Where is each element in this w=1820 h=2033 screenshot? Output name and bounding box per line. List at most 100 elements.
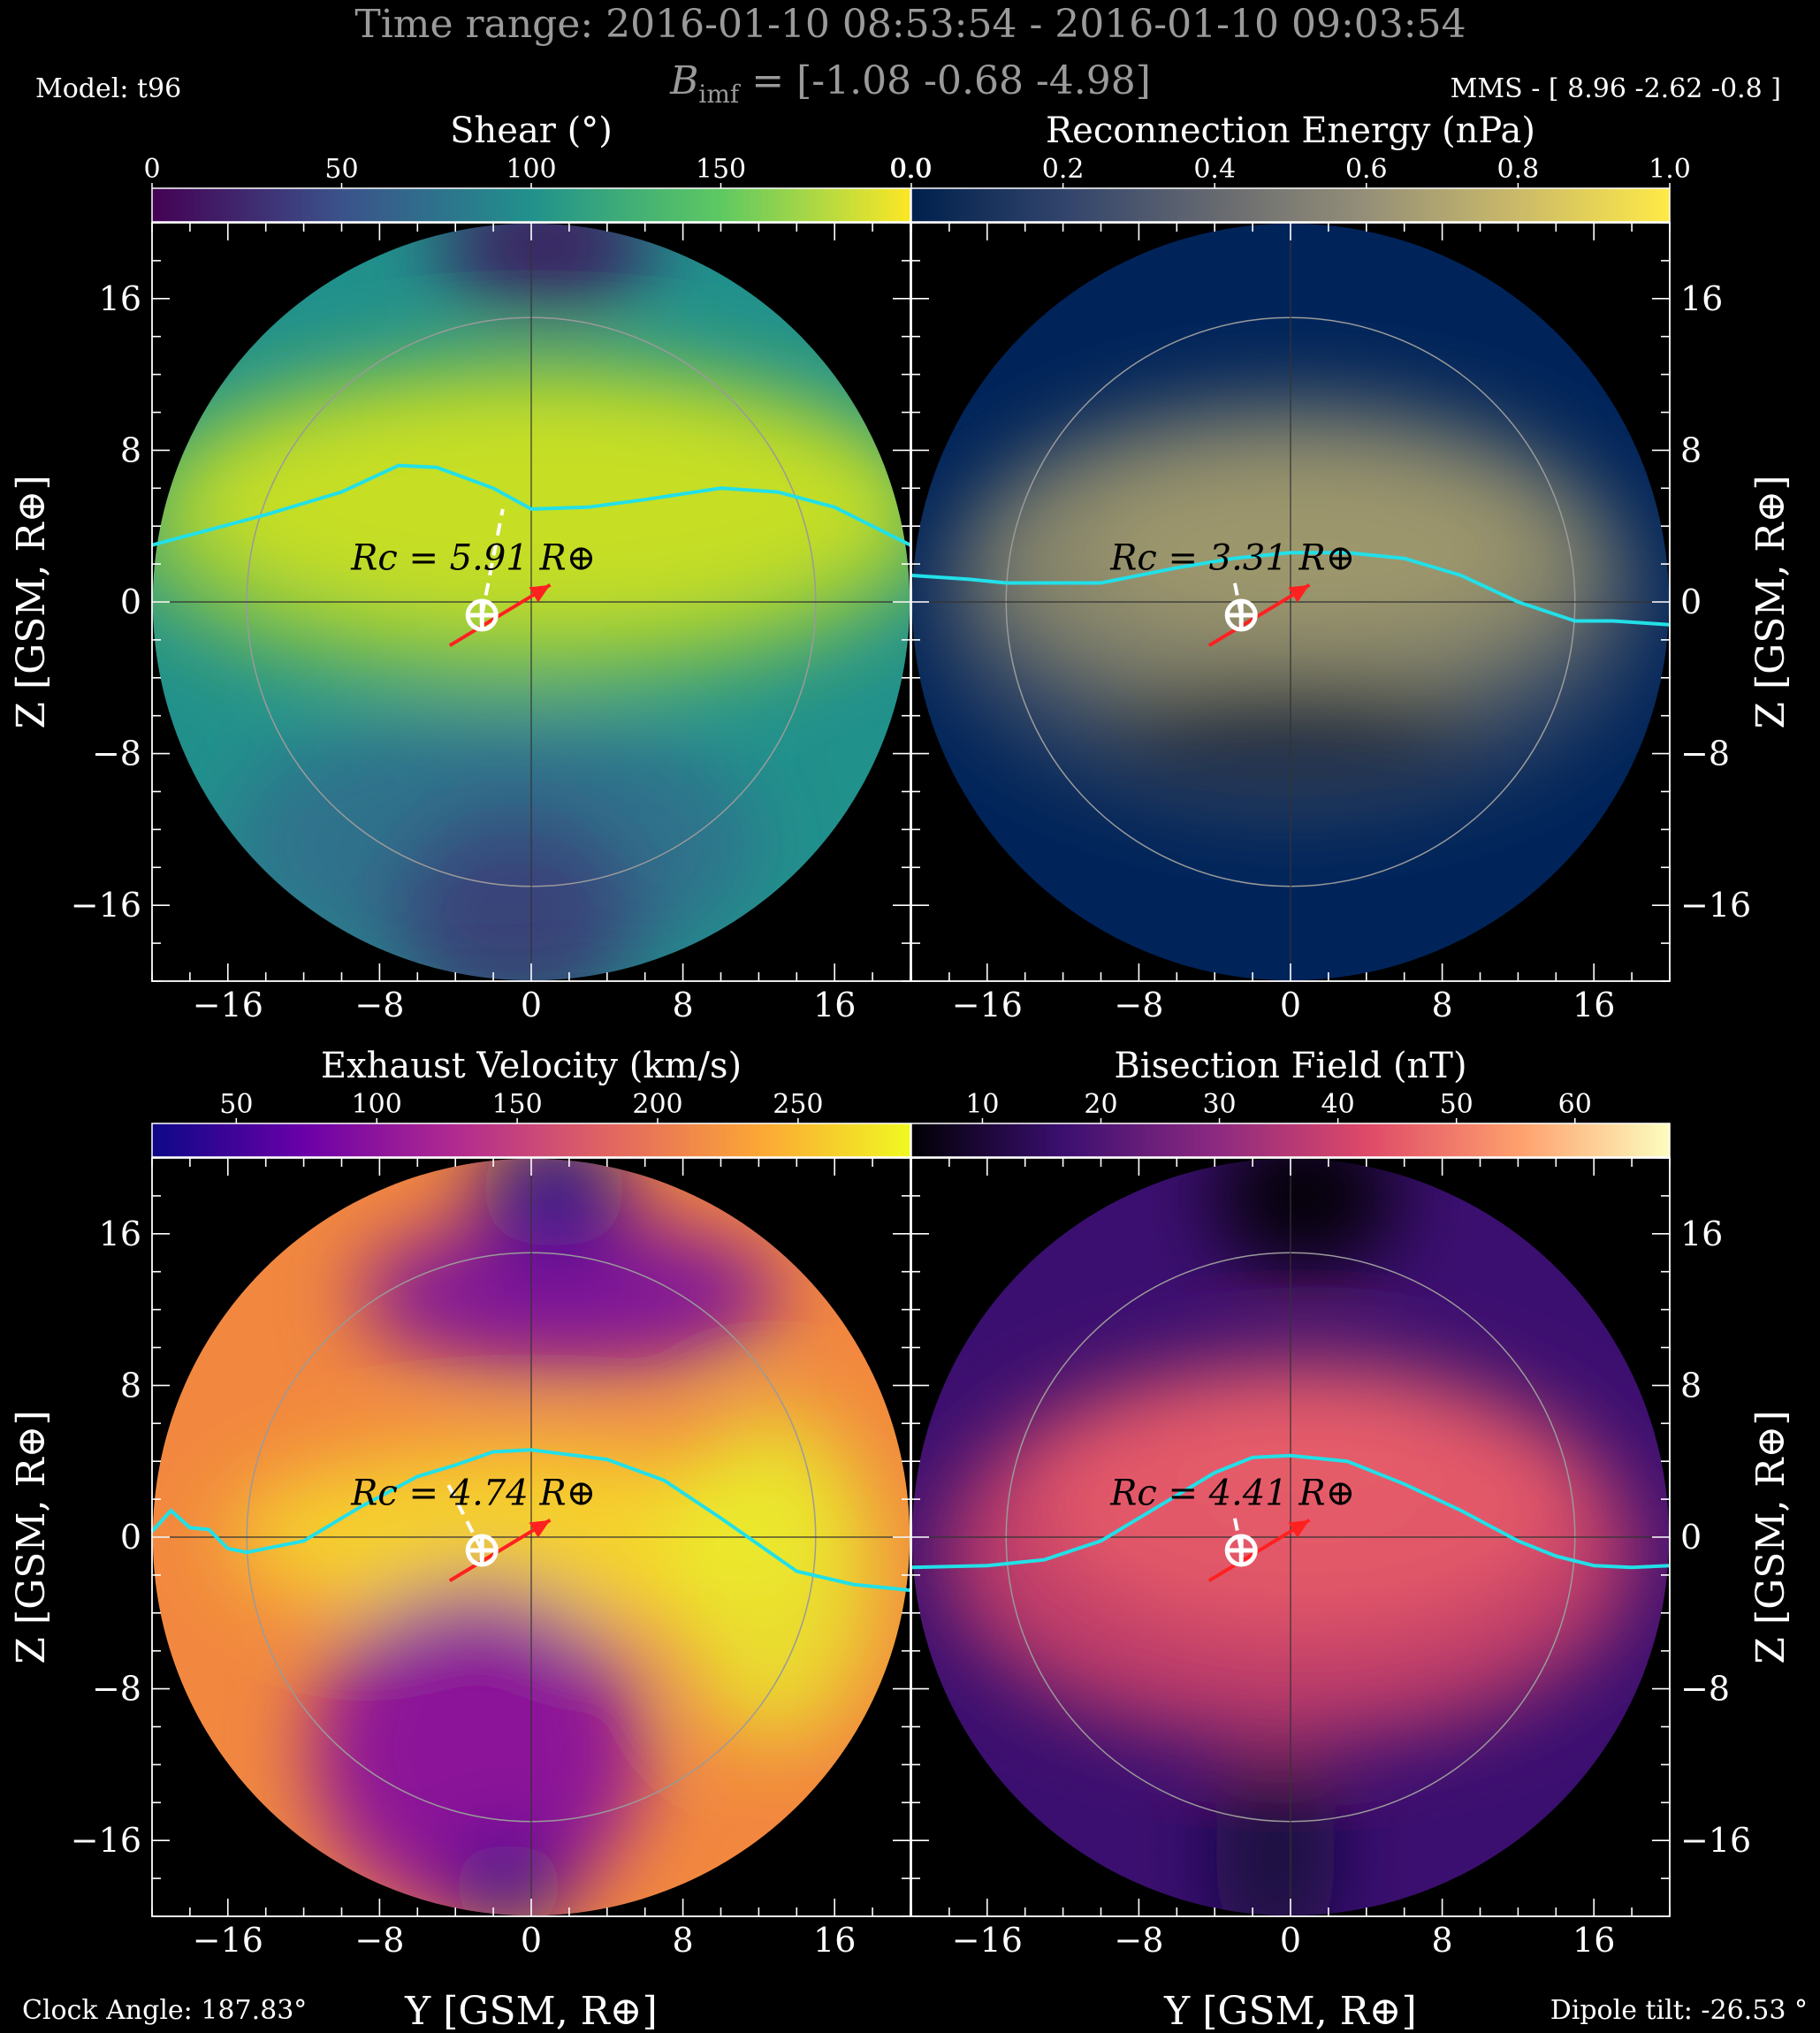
rc-dashed-line bbox=[480, 508, 505, 616]
colorbar-tick-label: 150 bbox=[696, 154, 746, 185]
imf-arrow bbox=[1207, 1518, 1311, 1583]
colorbar bbox=[910, 1123, 1671, 1158]
time-range-title: Time range: 2016-01-10 08:53:54 - 2016-0… bbox=[354, 2, 1466, 47]
y-tick-label: 0 bbox=[120, 1518, 141, 1557]
x-tick-label: 8 bbox=[673, 1921, 694, 1960]
colorbar-tick-label: 50 bbox=[324, 154, 358, 185]
x-tick-label: −8 bbox=[1114, 1921, 1163, 1960]
spacecraft-marker bbox=[1224, 598, 1258, 632]
y-tick-label: 0 bbox=[1680, 582, 1702, 621]
y-axis-label: Z [GSM, R⊕] bbox=[9, 1410, 54, 1664]
colorbar-tick-label: 100 bbox=[352, 1089, 402, 1120]
y-tick-label: −16 bbox=[71, 1821, 141, 1860]
colorbar-title: Bisection Field (nT) bbox=[1114, 1046, 1466, 1086]
colorbar-tick-label: 0.8 bbox=[1497, 154, 1540, 185]
x-axis-label: Y [GSM, R⊕] bbox=[1163, 1989, 1417, 2033]
rc-label: Rc = 4.74 R⊕ bbox=[350, 1473, 596, 1514]
y-tick-label: 8 bbox=[120, 430, 141, 469]
colorbar-tick-label: 250 bbox=[773, 1089, 823, 1120]
imf-arrow-head bbox=[529, 1519, 551, 1538]
colorbar-tick-label: 60 bbox=[1558, 1089, 1592, 1120]
spacecraft-marker bbox=[1224, 1534, 1258, 1567]
clock-angle-label: Clock Angle: 187.83° bbox=[22, 1995, 307, 2026]
colorbar-title: Shear (°) bbox=[450, 110, 613, 151]
y-tick-label: 16 bbox=[99, 279, 141, 318]
dipole-tilt-label: Dipole tilt: -26.53 ° bbox=[1550, 1995, 1808, 2026]
colorbar bbox=[151, 1123, 911, 1158]
y-tick-label: 0 bbox=[120, 582, 141, 621]
colorbar-tick-label: 0 bbox=[143, 154, 160, 185]
reconnection-line bbox=[910, 551, 1671, 627]
y-axis-label: Z [GSM, R⊕] bbox=[9, 475, 54, 728]
y-tick-label: −8 bbox=[1680, 1670, 1730, 1709]
rc-label: Rc = 4.41 R⊕ bbox=[1109, 1473, 1355, 1514]
colorbar-tick-label: 100 bbox=[506, 154, 556, 185]
y-tick-label: 8 bbox=[1680, 1366, 1702, 1405]
colorbar bbox=[910, 187, 1671, 223]
x-tick-label: 0 bbox=[1280, 986, 1301, 1024]
rc-label: Rc = 3.31 R⊕ bbox=[1109, 538, 1355, 579]
x-tick-label: −16 bbox=[952, 986, 1023, 1024]
x-tick-label: 16 bbox=[813, 1921, 856, 1960]
colorbar-title: Exhaust Velocity (km/s) bbox=[321, 1046, 742, 1086]
x-tick-label: 0 bbox=[521, 1921, 542, 1960]
spacecraft-marker bbox=[465, 1534, 499, 1567]
imf-arrow-head bbox=[1288, 1519, 1310, 1538]
y-tick-label: 8 bbox=[1680, 430, 1702, 469]
imf-arrow-head bbox=[529, 584, 551, 603]
panel-3: Exhaust Velocity (km/s) 50 100 150 200 250 Rc … bbox=[9, 1046, 911, 2033]
y-tick-label: −16 bbox=[71, 886, 141, 925]
colorbar-tick-label: 30 bbox=[1202, 1089, 1236, 1120]
reconnection-line bbox=[150, 1448, 911, 1593]
x-tick-label: −8 bbox=[354, 1921, 404, 1960]
y-tick-label: −8 bbox=[92, 1670, 141, 1709]
x-tick-label: 0 bbox=[521, 986, 542, 1024]
x-tick-label: −16 bbox=[952, 1921, 1023, 1960]
x-tick-label: 0 bbox=[1280, 1921, 1301, 1960]
model-label: Model: t96 bbox=[35, 73, 181, 104]
colorbar-end-label: 0.0 bbox=[889, 154, 932, 185]
panel-4: Bisection Field (nT) 10 20 30 40 50 60 Rc = 4.4… bbox=[910, 1046, 1793, 2033]
colorbar-tick-label: 1.0 bbox=[1649, 154, 1691, 185]
x-tick-label: 16 bbox=[1573, 1921, 1615, 1960]
imf-arrow bbox=[1207, 582, 1311, 648]
colorbar-tick-label: 200 bbox=[632, 1089, 682, 1120]
y-tick-label: 16 bbox=[99, 1214, 141, 1253]
spacecraft-marker bbox=[465, 598, 499, 632]
x-tick-label: 8 bbox=[1432, 1921, 1453, 1960]
rc-dashed-line bbox=[444, 1479, 484, 1551]
panel-2: Reconnection Energy (nPa) 0.0 0.2 0.4 0.6 0.8… bbox=[890, 110, 1793, 1024]
x-tick-label: −8 bbox=[354, 986, 404, 1024]
x-tick-label: −16 bbox=[193, 1921, 263, 1960]
bimf-title: Bimf = [-1.08 -0.68 -4.98] bbox=[669, 58, 1151, 109]
colorbar bbox=[151, 187, 911, 223]
reconnection-line bbox=[910, 1453, 1671, 1570]
y-tick-label: 16 bbox=[1680, 1214, 1723, 1253]
colorbar-tick-label: 50 bbox=[219, 1089, 253, 1120]
colorbar-title: Reconnection Energy (nPa) bbox=[1046, 110, 1535, 151]
colorbar-tick-label: 50 bbox=[1440, 1089, 1474, 1120]
x-tick-label: −16 bbox=[193, 986, 263, 1024]
colorbar-tick-label: 10 bbox=[965, 1089, 999, 1120]
x-tick-label: 8 bbox=[673, 986, 694, 1024]
panel-1: Shear (°) 0 50 100 150 0.0 Rc = 5.91 R⊕ −16 −16 −… bbox=[9, 110, 932, 1024]
colorbar-tick-label: 0.6 bbox=[1345, 154, 1388, 185]
x-tick-label: 8 bbox=[1432, 986, 1453, 1024]
colorbar-tick-label: 20 bbox=[1084, 1089, 1117, 1120]
x-axis-label: Y [GSM, R⊕] bbox=[404, 1989, 658, 2033]
y-tick-label: −8 bbox=[92, 735, 141, 773]
colorbar-tick-label: 0.2 bbox=[1042, 154, 1085, 185]
y-axis-label: Z [GSM, R⊕] bbox=[1748, 1410, 1793, 1664]
y-tick-label: −16 bbox=[1680, 1821, 1751, 1860]
colorbar-tick-label: 40 bbox=[1321, 1089, 1355, 1120]
y-tick-label: 16 bbox=[1680, 279, 1723, 318]
y-tick-label: −16 bbox=[1680, 886, 1751, 925]
y-axis-label: Z [GSM, R⊕] bbox=[1748, 475, 1793, 728]
x-tick-label: 16 bbox=[813, 986, 856, 1024]
mms-position-label: MMS - [ 8.96 -2.62 -0.8 ] bbox=[1451, 73, 1781, 104]
colorbar-tick-label: 0.4 bbox=[1193, 154, 1236, 185]
imf-arrow bbox=[448, 582, 552, 648]
reconnection-line bbox=[151, 463, 911, 547]
y-tick-label: −8 bbox=[1680, 735, 1730, 773]
